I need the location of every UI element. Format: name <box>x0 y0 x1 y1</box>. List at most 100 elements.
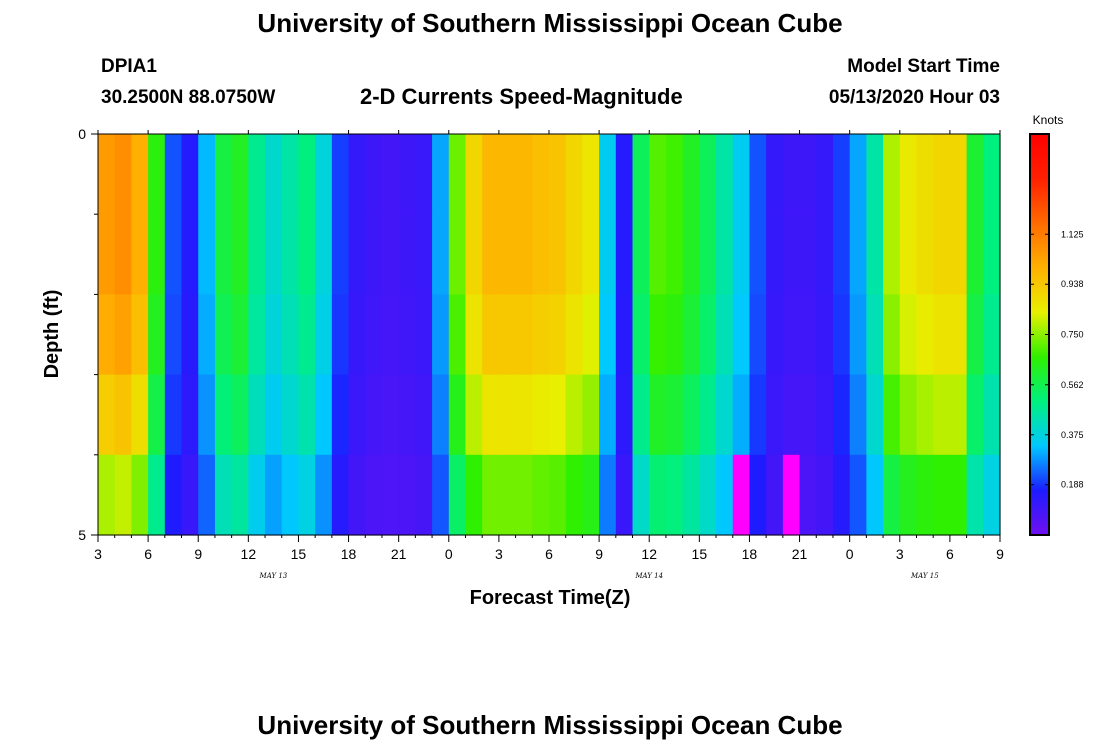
heatmap-cell <box>916 134 934 215</box>
heatmap-cell <box>398 374 416 456</box>
heatmap-cell <box>281 374 300 456</box>
heatmap-cell <box>365 374 383 456</box>
heatmap-cell <box>448 134 467 215</box>
x-tick-label: 15 <box>291 546 307 562</box>
heatmap-cell <box>315 214 333 295</box>
station-coords: 30.2500N 88.0750W <box>101 87 276 108</box>
heatmap-cell <box>682 374 700 456</box>
heatmap-cell <box>782 134 801 215</box>
heatmap-cell <box>148 454 166 536</box>
heatmap-cell <box>532 454 550 536</box>
heatmap-cell <box>866 134 884 215</box>
heatmap-cell <box>615 214 634 295</box>
heatmap-cell <box>615 374 634 456</box>
heatmap-cell <box>381 374 400 456</box>
heatmap-cell <box>515 454 533 536</box>
heatmap-cell <box>766 134 784 215</box>
heatmap-cell <box>298 454 316 536</box>
heatmap-cell <box>365 214 383 295</box>
heatmap-cell <box>465 214 483 295</box>
chart-subtitle: 2-D Currents Speed-Magnitude <box>360 84 683 109</box>
heatmap-cell <box>348 214 366 295</box>
heatmap-cell <box>348 454 366 536</box>
heatmap-cell <box>665 294 684 376</box>
heatmap-cell <box>98 214 116 295</box>
colorbar-tick-label: 0.938 <box>1061 279 1084 289</box>
heatmap-cell <box>515 134 533 215</box>
day-label: MAY 13 <box>259 572 288 580</box>
heatmap-cell <box>816 294 834 376</box>
heatmap-cell <box>816 374 834 456</box>
heatmap-cell <box>883 374 901 456</box>
heatmap-cell <box>699 214 717 295</box>
heatmap-cell <box>782 214 801 295</box>
heatmap-cell <box>98 454 116 536</box>
heatmap-cell <box>766 214 784 295</box>
heatmap-cell <box>214 374 233 456</box>
heatmap-cell <box>532 134 550 215</box>
heatmap-cell <box>799 294 817 376</box>
heatmap-cell <box>148 374 166 456</box>
heatmap-cell <box>749 294 767 376</box>
heatmap-cell <box>682 454 700 536</box>
heatmap-cell <box>381 214 400 295</box>
x-tick-label: 12 <box>241 546 257 562</box>
x-tick-label: 15 <box>692 546 708 562</box>
heatmap-cell <box>599 134 617 215</box>
heatmap-cell <box>365 134 383 215</box>
heatmap-cell <box>148 134 166 215</box>
heatmap-cell <box>181 214 199 295</box>
heatmap-cell <box>599 374 617 456</box>
heatmap-cell <box>916 374 934 456</box>
heatmap-cell <box>164 374 183 456</box>
heatmap-cell <box>665 374 684 456</box>
page-title: University of Southern Mississippi Ocean… <box>257 8 843 38</box>
heatmap-cell <box>816 454 834 536</box>
heatmap-cell <box>632 294 650 376</box>
heatmap-cell <box>231 374 249 456</box>
heatmap-cell <box>799 454 817 536</box>
heatmap-cell <box>866 214 884 295</box>
heatmap-cell <box>732 374 751 456</box>
heatmap-cell <box>565 214 583 295</box>
heatmap-cell <box>599 454 617 536</box>
heatmap-cell <box>415 454 433 536</box>
heatmap-cell <box>632 454 650 536</box>
heatmap-cell <box>632 134 650 215</box>
heatmap-cell <box>432 214 450 295</box>
heatmap-cell <box>298 214 316 295</box>
heatmap-cell <box>565 294 583 376</box>
heatmap-cell <box>699 294 717 376</box>
heatmap-cell <box>298 134 316 215</box>
station-id: DPIA1 <box>101 56 157 77</box>
heatmap-cell <box>682 134 700 215</box>
heatmap-cell <box>949 294 968 376</box>
heatmap-cell <box>799 374 817 456</box>
heatmap-cell <box>749 214 767 295</box>
heatmap-cell <box>782 294 801 376</box>
day-label: MAY 15 <box>910 572 939 580</box>
heatmap-cell <box>933 294 951 376</box>
heatmap-cell <box>866 454 884 536</box>
heatmap-cell <box>331 294 350 376</box>
heatmap-cell <box>448 454 467 536</box>
heatmap-cell <box>983 214 1001 295</box>
heatmap-cell <box>315 294 333 376</box>
heatmap-cell <box>265 294 283 376</box>
heatmap-cell <box>298 374 316 456</box>
heatmap-cell <box>949 214 968 295</box>
heatmap-cell <box>615 134 634 215</box>
heatmap-cell <box>716 294 734 376</box>
heatmap-cell <box>699 134 717 215</box>
heatmap-cell <box>281 294 300 376</box>
heatmap-cell <box>983 294 1001 376</box>
heatmap-cell <box>849 454 867 536</box>
heatmap-cell <box>198 294 216 376</box>
heatmap-cell <box>214 214 233 295</box>
heatmap-cell <box>933 374 951 456</box>
heatmap-cell <box>432 454 450 536</box>
heatmap-cell <box>131 374 149 456</box>
heatmap-cell <box>265 214 283 295</box>
heatmap-cell <box>849 294 867 376</box>
heatmap-cell <box>766 294 784 376</box>
